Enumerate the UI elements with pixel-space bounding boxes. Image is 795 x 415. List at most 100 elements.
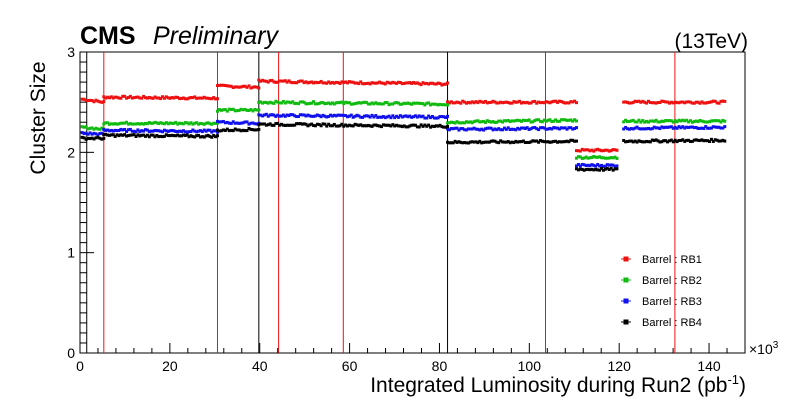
- data-point: [719, 99, 723, 103]
- data-point: [578, 167, 582, 171]
- data-point: [245, 85, 249, 89]
- data-point: [427, 123, 431, 127]
- data-point: [396, 101, 400, 105]
- data-point: [374, 123, 378, 127]
- data-point: [347, 101, 351, 105]
- data-point: [582, 148, 586, 152]
- data-point: [338, 113, 342, 117]
- data-point: [573, 118, 577, 122]
- data-point: [457, 101, 461, 105]
- data-point: [694, 100, 698, 104]
- data-point: [544, 140, 548, 144]
- data-point: [615, 148, 619, 152]
- data-point: [625, 127, 629, 131]
- data-point: [298, 122, 302, 126]
- data-point: [590, 167, 594, 171]
- data-point: [304, 80, 308, 84]
- data-point: [197, 96, 201, 100]
- data-point: [652, 119, 656, 123]
- data-point: [685, 125, 689, 129]
- data-point: [624, 118, 628, 122]
- data-point: [206, 133, 210, 137]
- data-point: [607, 149, 611, 153]
- data-point: [434, 116, 438, 120]
- legend-label: Barrel : RB4: [642, 317, 702, 329]
- data-point: [421, 124, 425, 128]
- data-point: [557, 127, 561, 131]
- data-point: [656, 139, 660, 143]
- data-point: [332, 102, 336, 106]
- data-point: [143, 96, 147, 100]
- data-point: [622, 127, 626, 131]
- data-point: [147, 130, 151, 134]
- data-point: [609, 156, 613, 160]
- data-point: [512, 141, 516, 145]
- data-point: [643, 140, 647, 144]
- data-point: [554, 139, 558, 143]
- data-point: [453, 101, 457, 105]
- data-point: [609, 166, 613, 170]
- data-point: [361, 124, 365, 128]
- data-point: [408, 124, 412, 128]
- data-point: [427, 82, 431, 86]
- data-point: [650, 127, 654, 131]
- data-point: [96, 135, 100, 139]
- data-point: [94, 98, 98, 102]
- data-point: [279, 122, 283, 126]
- data-point: [325, 101, 329, 105]
- data-point: [461, 121, 465, 125]
- data-point: [162, 96, 166, 100]
- data-point: [463, 100, 467, 104]
- x-tick-label: 60: [342, 358, 358, 374]
- data-point: [696, 138, 700, 142]
- data-point: [609, 163, 613, 167]
- data-point: [229, 108, 233, 112]
- data-point: [704, 139, 708, 143]
- data-point: [100, 131, 104, 135]
- data-point: [88, 98, 92, 102]
- data-point: [645, 119, 649, 123]
- data-point: [455, 100, 459, 104]
- data-point: [268, 113, 272, 117]
- data-point: [206, 121, 210, 125]
- data-point: [451, 141, 455, 145]
- data-point: [482, 100, 486, 104]
- data-point: [270, 123, 274, 127]
- data-point: [107, 133, 111, 137]
- energy-label: (13TeV): [674, 30, 748, 53]
- data-point: [687, 120, 691, 124]
- data-point: [679, 138, 683, 142]
- data-point: [633, 120, 637, 124]
- data-point: [107, 122, 111, 126]
- data-point: [520, 140, 524, 144]
- data-point: [518, 127, 522, 131]
- data-point: [300, 79, 304, 83]
- data-point: [518, 140, 522, 144]
- data-point: [491, 99, 495, 103]
- data-point: [353, 114, 357, 118]
- data-point: [567, 126, 571, 130]
- data-point: [466, 100, 470, 104]
- data-point: [364, 82, 368, 86]
- data-point: [270, 113, 274, 117]
- data-point: [474, 119, 478, 123]
- data-point: [482, 119, 486, 123]
- data-point: [86, 132, 90, 136]
- data-point: [181, 133, 185, 137]
- data-point: [596, 163, 600, 167]
- data-point: [472, 140, 476, 144]
- data-point: [385, 80, 389, 84]
- data-point: [468, 140, 472, 144]
- data-point: [692, 126, 696, 130]
- data-point: [80, 131, 84, 135]
- data-point: [683, 119, 687, 123]
- data-point: [698, 118, 702, 122]
- data-point: [491, 128, 495, 132]
- data-point: [293, 114, 297, 118]
- data-point: [694, 126, 698, 130]
- data-point: [476, 119, 480, 123]
- data-point: [523, 119, 527, 123]
- data-point: [155, 133, 159, 137]
- data-point: [567, 101, 571, 105]
- data-point: [489, 120, 493, 124]
